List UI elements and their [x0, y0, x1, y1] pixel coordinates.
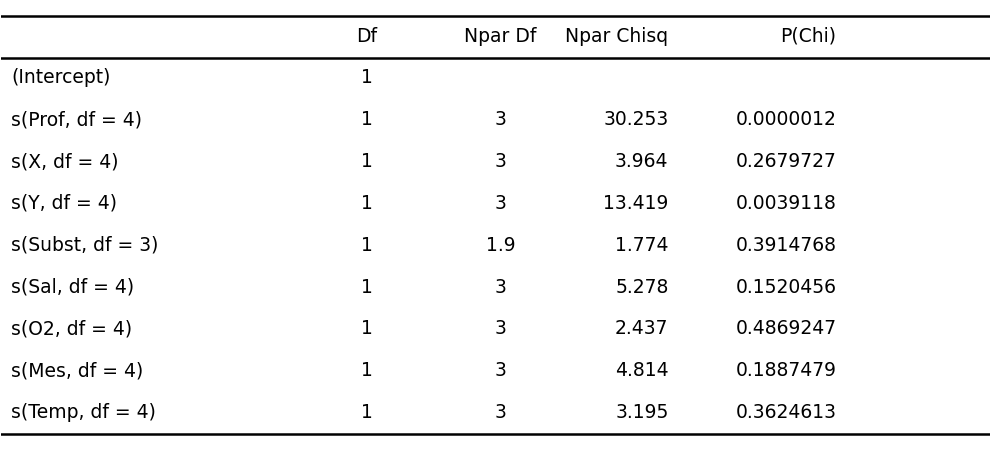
Text: 0.3624613: 0.3624613 [735, 403, 836, 422]
Text: 5.278: 5.278 [615, 278, 669, 297]
Text: 1: 1 [361, 319, 373, 339]
Text: 0.0039118: 0.0039118 [735, 194, 836, 213]
Text: 1.9: 1.9 [486, 236, 515, 255]
Text: 1: 1 [361, 361, 373, 380]
Text: 1.774: 1.774 [615, 236, 669, 255]
Text: 3: 3 [495, 319, 506, 339]
Text: 1: 1 [361, 236, 373, 255]
Text: 13.419: 13.419 [604, 194, 669, 213]
Text: s(Prof, df = 4): s(Prof, df = 4) [11, 110, 143, 129]
Text: P(Chi): P(Chi) [781, 27, 836, 46]
Text: 0.0000012: 0.0000012 [735, 110, 836, 129]
Text: Npar Chisq: Npar Chisq [565, 27, 669, 46]
Text: 0.2679727: 0.2679727 [735, 152, 836, 171]
Text: 3: 3 [495, 110, 506, 129]
Text: 0.4869247: 0.4869247 [735, 319, 836, 339]
Text: 1: 1 [361, 403, 373, 422]
Text: 1: 1 [361, 68, 373, 87]
Text: 1: 1 [361, 110, 373, 129]
Text: 3.964: 3.964 [615, 152, 669, 171]
Text: s(Temp, df = 4): s(Temp, df = 4) [11, 403, 157, 422]
Text: 0.1887479: 0.1887479 [735, 361, 836, 380]
Text: (Intercept): (Intercept) [11, 68, 111, 87]
Text: s(Sal, df = 4): s(Sal, df = 4) [11, 278, 135, 297]
Text: 3: 3 [495, 278, 506, 297]
Text: s(X, df = 4): s(X, df = 4) [11, 152, 119, 171]
Text: s(Subst, df = 3): s(Subst, df = 3) [11, 236, 159, 255]
Text: 0.1520456: 0.1520456 [735, 278, 836, 297]
Text: 30.253: 30.253 [604, 110, 669, 129]
Text: 4.814: 4.814 [614, 361, 669, 380]
Text: Npar Df: Npar Df [464, 27, 537, 46]
Text: 3: 3 [495, 152, 506, 171]
Text: 3.195: 3.195 [615, 403, 669, 422]
Text: 1: 1 [361, 278, 373, 297]
Text: Df: Df [357, 27, 378, 46]
Text: s(Mes, df = 4): s(Mes, df = 4) [11, 361, 144, 380]
Text: 1: 1 [361, 194, 373, 213]
Text: s(Y, df = 4): s(Y, df = 4) [11, 194, 117, 213]
Text: s(O2, df = 4): s(O2, df = 4) [11, 319, 133, 339]
Text: 0.3914768: 0.3914768 [735, 236, 836, 255]
Text: 1: 1 [361, 152, 373, 171]
Text: 3: 3 [495, 194, 506, 213]
Text: 3: 3 [495, 361, 506, 380]
Text: 3: 3 [495, 403, 506, 422]
Text: 2.437: 2.437 [615, 319, 669, 339]
